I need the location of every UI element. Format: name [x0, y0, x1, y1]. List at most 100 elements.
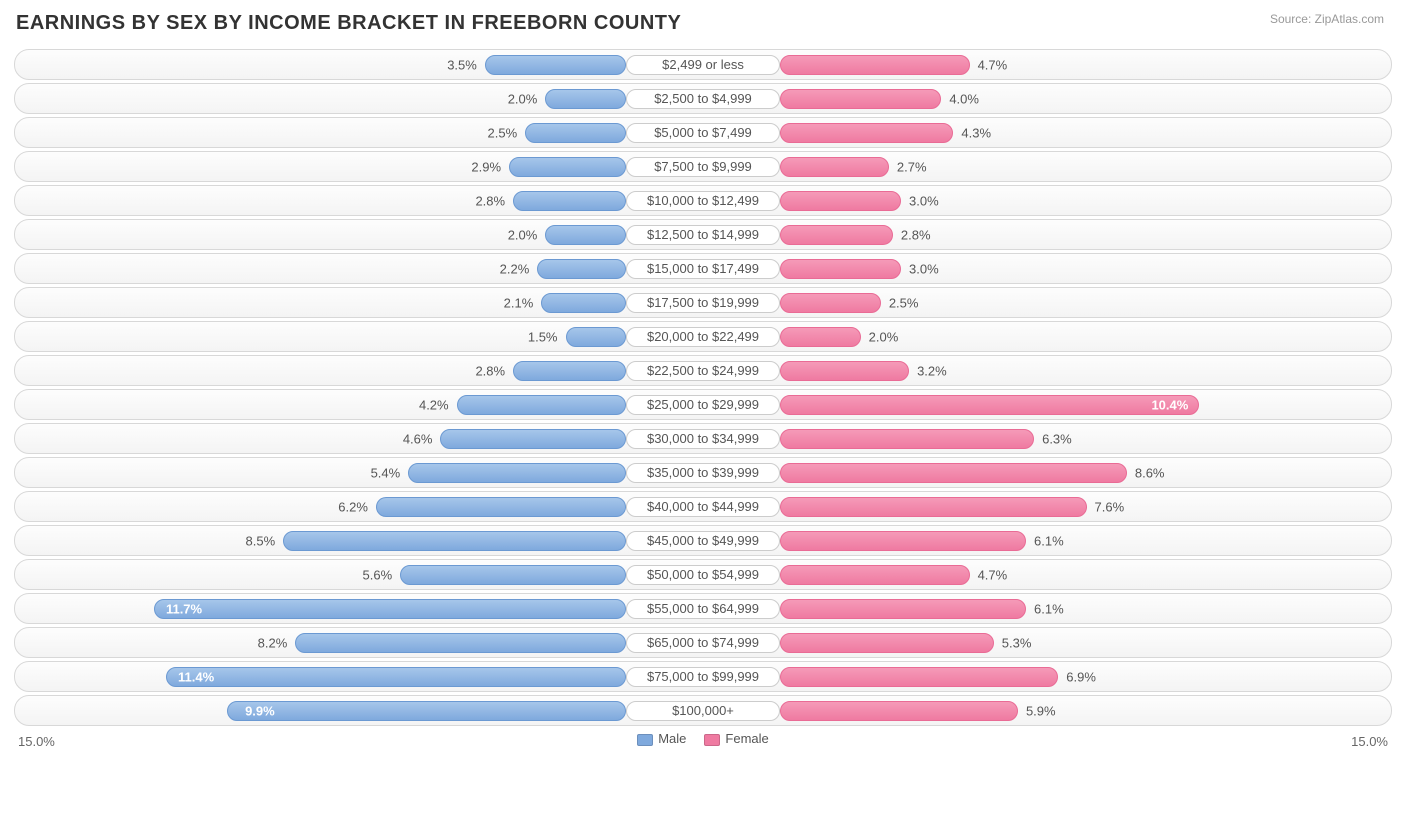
- male-bar: [408, 463, 626, 483]
- female-bar: [780, 395, 1199, 415]
- table-row: 8.5%6.1%$45,000 to $49,999: [14, 525, 1392, 556]
- category-pill: $30,000 to $34,999: [626, 429, 780, 449]
- category-pill: $17,500 to $19,999: [626, 293, 780, 313]
- table-row: 6.2%7.6%$40,000 to $44,999: [14, 491, 1392, 522]
- male-bar: [400, 565, 626, 585]
- female-bar: [780, 633, 994, 653]
- male-bar: [545, 89, 626, 109]
- female-value: 3.0%: [909, 193, 939, 208]
- table-row: 11.4%6.9%$75,000 to $99,999: [14, 661, 1392, 692]
- category-pill: $100,000+: [626, 701, 780, 721]
- table-row: 4.2%10.4%$25,000 to $29,999: [14, 389, 1392, 420]
- male-bar: [513, 361, 626, 381]
- table-row: 2.9% 2.7% $7,500 to $9,999: [14, 151, 1392, 182]
- category-pill: $12,500 to $14,999: [626, 225, 780, 245]
- female-value: 3.0%: [909, 261, 939, 276]
- male-value: 11.4%: [178, 669, 214, 684]
- female-bar: [780, 89, 941, 109]
- category-pill: $10,000 to $12,499: [626, 191, 780, 211]
- female-bar: [780, 429, 1034, 449]
- male-bar: [513, 191, 626, 211]
- female-bar: [780, 667, 1058, 687]
- category-pill: $40,000 to $44,999: [626, 497, 780, 517]
- female-bar: [780, 225, 893, 245]
- table-row: 4.6%6.3%$30,000 to $34,999: [14, 423, 1392, 454]
- female-swatch: [704, 734, 720, 746]
- male-bar: [537, 259, 626, 279]
- table-row: 2.0% 4.0% $2,500 to $4,999: [14, 83, 1392, 114]
- female-value: 3.2%: [917, 363, 947, 378]
- female-value: 6.1%: [1034, 533, 1064, 548]
- female-bar: [780, 157, 889, 177]
- category-pill: $5,000 to $7,499: [626, 123, 780, 143]
- category-pill: $2,499 or less: [626, 55, 780, 75]
- legend-female-label: Female: [725, 731, 768, 746]
- table-row: 11.7%6.1%$55,000 to $64,999: [14, 593, 1392, 624]
- female-bar: [780, 55, 970, 75]
- male-value: 2.1%: [504, 295, 534, 310]
- female-value: 5.3%: [1002, 635, 1032, 650]
- female-value: 4.7%: [978, 57, 1008, 72]
- female-value: 8.6%: [1135, 465, 1165, 480]
- female-bar: [780, 293, 881, 313]
- male-bar: [485, 55, 626, 75]
- male-value: 3.5%: [447, 57, 477, 72]
- female-bar: [780, 361, 909, 381]
- male-value: 6.2%: [338, 499, 368, 514]
- category-pill: $2,500 to $4,999: [626, 89, 780, 109]
- chart-title: EARNINGS BY SEX BY INCOME BRACKET IN FRE…: [16, 12, 1392, 35]
- female-value: 2.0%: [869, 329, 899, 344]
- chart-rows: 3.5% 4.7% $2,499 or less 2.0% 4.0% $2,500 to …: [14, 49, 1392, 726]
- female-bar: [780, 599, 1026, 619]
- category-pill: $25,000 to $29,999: [626, 395, 780, 415]
- category-pill: $7,500 to $9,999: [626, 157, 780, 177]
- female-value: 5.9%: [1026, 703, 1056, 718]
- legend: Male Female: [14, 731, 1392, 746]
- legend-male: Male: [637, 731, 686, 746]
- male-bar: [376, 497, 626, 517]
- female-value: 6.1%: [1034, 601, 1064, 616]
- male-bar: [545, 225, 626, 245]
- category-pill: $22,500 to $24,999: [626, 361, 780, 381]
- male-value: 8.2%: [258, 635, 288, 650]
- male-bar: [154, 599, 626, 619]
- male-value: 2.8%: [475, 193, 505, 208]
- legend-female: Female: [704, 731, 768, 746]
- male-value: 5.4%: [371, 465, 401, 480]
- male-bar: [440, 429, 626, 449]
- female-value: 4.0%: [949, 91, 979, 106]
- category-pill: $50,000 to $54,999: [626, 565, 780, 585]
- male-value: 2.9%: [471, 159, 501, 174]
- table-row: 2.2%3.0%$15,000 to $17,499: [14, 253, 1392, 284]
- category-pill: $45,000 to $49,999: [626, 531, 780, 551]
- table-row: 8.2% 5.3% $65,000 to $74,999: [14, 627, 1392, 658]
- male-bar: [566, 327, 627, 347]
- male-value: 2.5%: [488, 125, 518, 140]
- category-pill: $65,000 to $74,999: [626, 633, 780, 653]
- male-bar: [166, 667, 626, 687]
- female-bar: [780, 327, 861, 347]
- table-row: 2.0%2.8%$12,500 to $14,999: [14, 219, 1392, 250]
- table-row: 3.5% 4.7% $2,499 or less: [14, 49, 1392, 80]
- table-row: 2.5%4.3%$5,000 to $7,499: [14, 117, 1392, 148]
- source-name: ZipAtlas.com: [1315, 12, 1384, 26]
- male-value: 2.0%: [508, 91, 538, 106]
- female-value: 6.3%: [1042, 431, 1072, 446]
- female-bar: [780, 531, 1026, 551]
- table-row: 1.5%2.0%$20,000 to $22,499: [14, 321, 1392, 352]
- category-pill: $15,000 to $17,499: [626, 259, 780, 279]
- male-bar: [295, 633, 626, 653]
- male-value: 2.8%: [475, 363, 505, 378]
- male-swatch: [637, 734, 653, 746]
- female-bar: [780, 565, 970, 585]
- male-bar: [509, 157, 626, 177]
- male-value: 5.6%: [363, 567, 393, 582]
- female-bar: [780, 463, 1127, 483]
- table-row: 2.8% 3.0% $10,000 to $12,499: [14, 185, 1392, 216]
- axis-right-max: 15.0%: [1351, 734, 1388, 749]
- female-value: 2.7%: [897, 159, 927, 174]
- male-bar: [525, 123, 626, 143]
- female-value: 4.7%: [978, 567, 1008, 582]
- source-prefix: Source:: [1270, 12, 1315, 26]
- female-bar: [780, 123, 953, 143]
